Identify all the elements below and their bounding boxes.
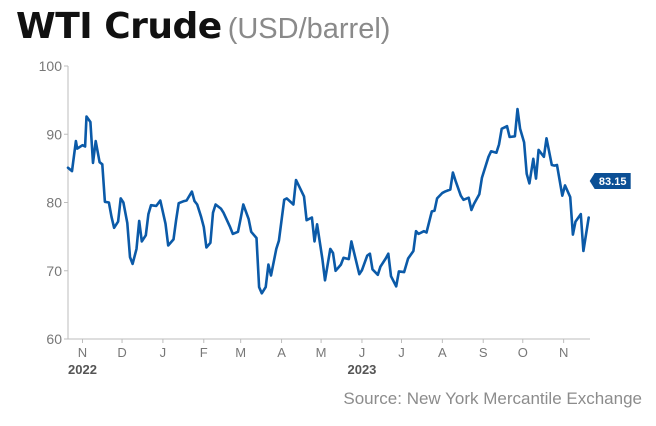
x-tick-label: A [438, 345, 447, 360]
y-tick-label: 100 [39, 58, 63, 74]
x-tick-label: J [398, 345, 405, 360]
last-value-flag [589, 173, 631, 190]
y-tick-label: 90 [46, 126, 62, 142]
last-value-label: 83.15 [599, 176, 627, 188]
chart-title-row: WTI Crude (USD/barrel) [16, 6, 390, 47]
y-tick-label: 80 [46, 195, 62, 211]
year-label: 2023 [347, 362, 376, 377]
x-tick-label: J [359, 345, 366, 360]
chart-title: WTI Crude [16, 6, 222, 47]
source-note: Source: New York Mercantile Exchange [343, 389, 642, 408]
year-label: 2022 [68, 362, 97, 377]
x-tick-label: M [316, 345, 327, 360]
x-tick-label: N [559, 345, 568, 360]
series-line [66, 107, 591, 295]
x-tick-label: O [518, 345, 528, 360]
x-tick-label: D [117, 345, 126, 360]
y-tick-label: 70 [46, 263, 62, 279]
x-tick-label: N [78, 345, 87, 360]
x-tick-label: M [235, 345, 246, 360]
x-tick-label: A [277, 345, 286, 360]
x-tick-label: J [160, 345, 167, 360]
y-tick-label: 60 [46, 331, 62, 347]
x-tick-label: S [479, 345, 488, 360]
chart-unit: (USD/barrel) [227, 13, 391, 45]
x-tick-label: F [200, 345, 208, 360]
